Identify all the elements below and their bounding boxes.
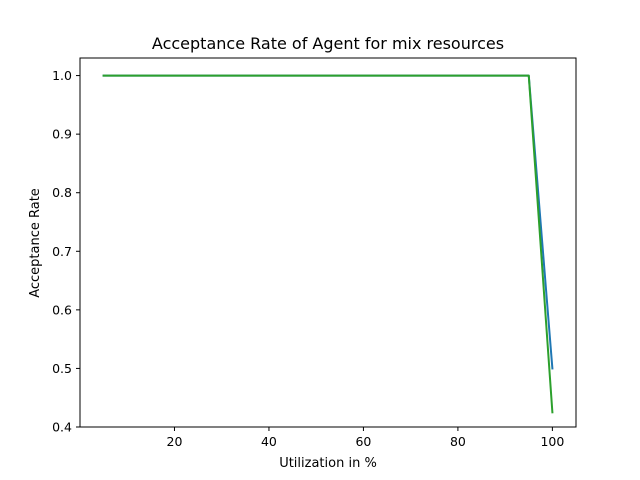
chart-title: Acceptance Rate of Agent for mix resourc…: [152, 34, 504, 53]
plot-area: [80, 58, 576, 427]
y-tick-label: 0.4: [52, 420, 72, 435]
y-tick-label: 0.7: [52, 244, 72, 259]
y-axis-label: Acceptance Rate: [28, 188, 43, 298]
y-tick-label: 0.5: [52, 361, 72, 376]
y-tick-label: 0.6: [52, 302, 72, 317]
x-tick-label: 40: [261, 434, 277, 449]
x-tick-label: 60: [355, 434, 371, 449]
plot-background: [80, 58, 576, 427]
series-lines: [102, 74, 554, 414]
y-tick-label: 0.8: [52, 185, 72, 200]
x-tick-label: 100: [540, 434, 564, 449]
x-tick-label: 80: [450, 434, 466, 449]
series-line-2: [102, 74, 554, 414]
y-tick-label: 0.9: [52, 127, 72, 142]
y-tick-label: 1.0: [52, 68, 72, 83]
x-tick-label: 20: [167, 434, 183, 449]
x-axis-label: Utilization in %: [279, 456, 377, 471]
axes: 20 40 60 80 100 0.4 0.5 0.6 0.7 0.8 0.9 1.0: [52, 57, 577, 449]
axes-frame: [79, 57, 577, 428]
